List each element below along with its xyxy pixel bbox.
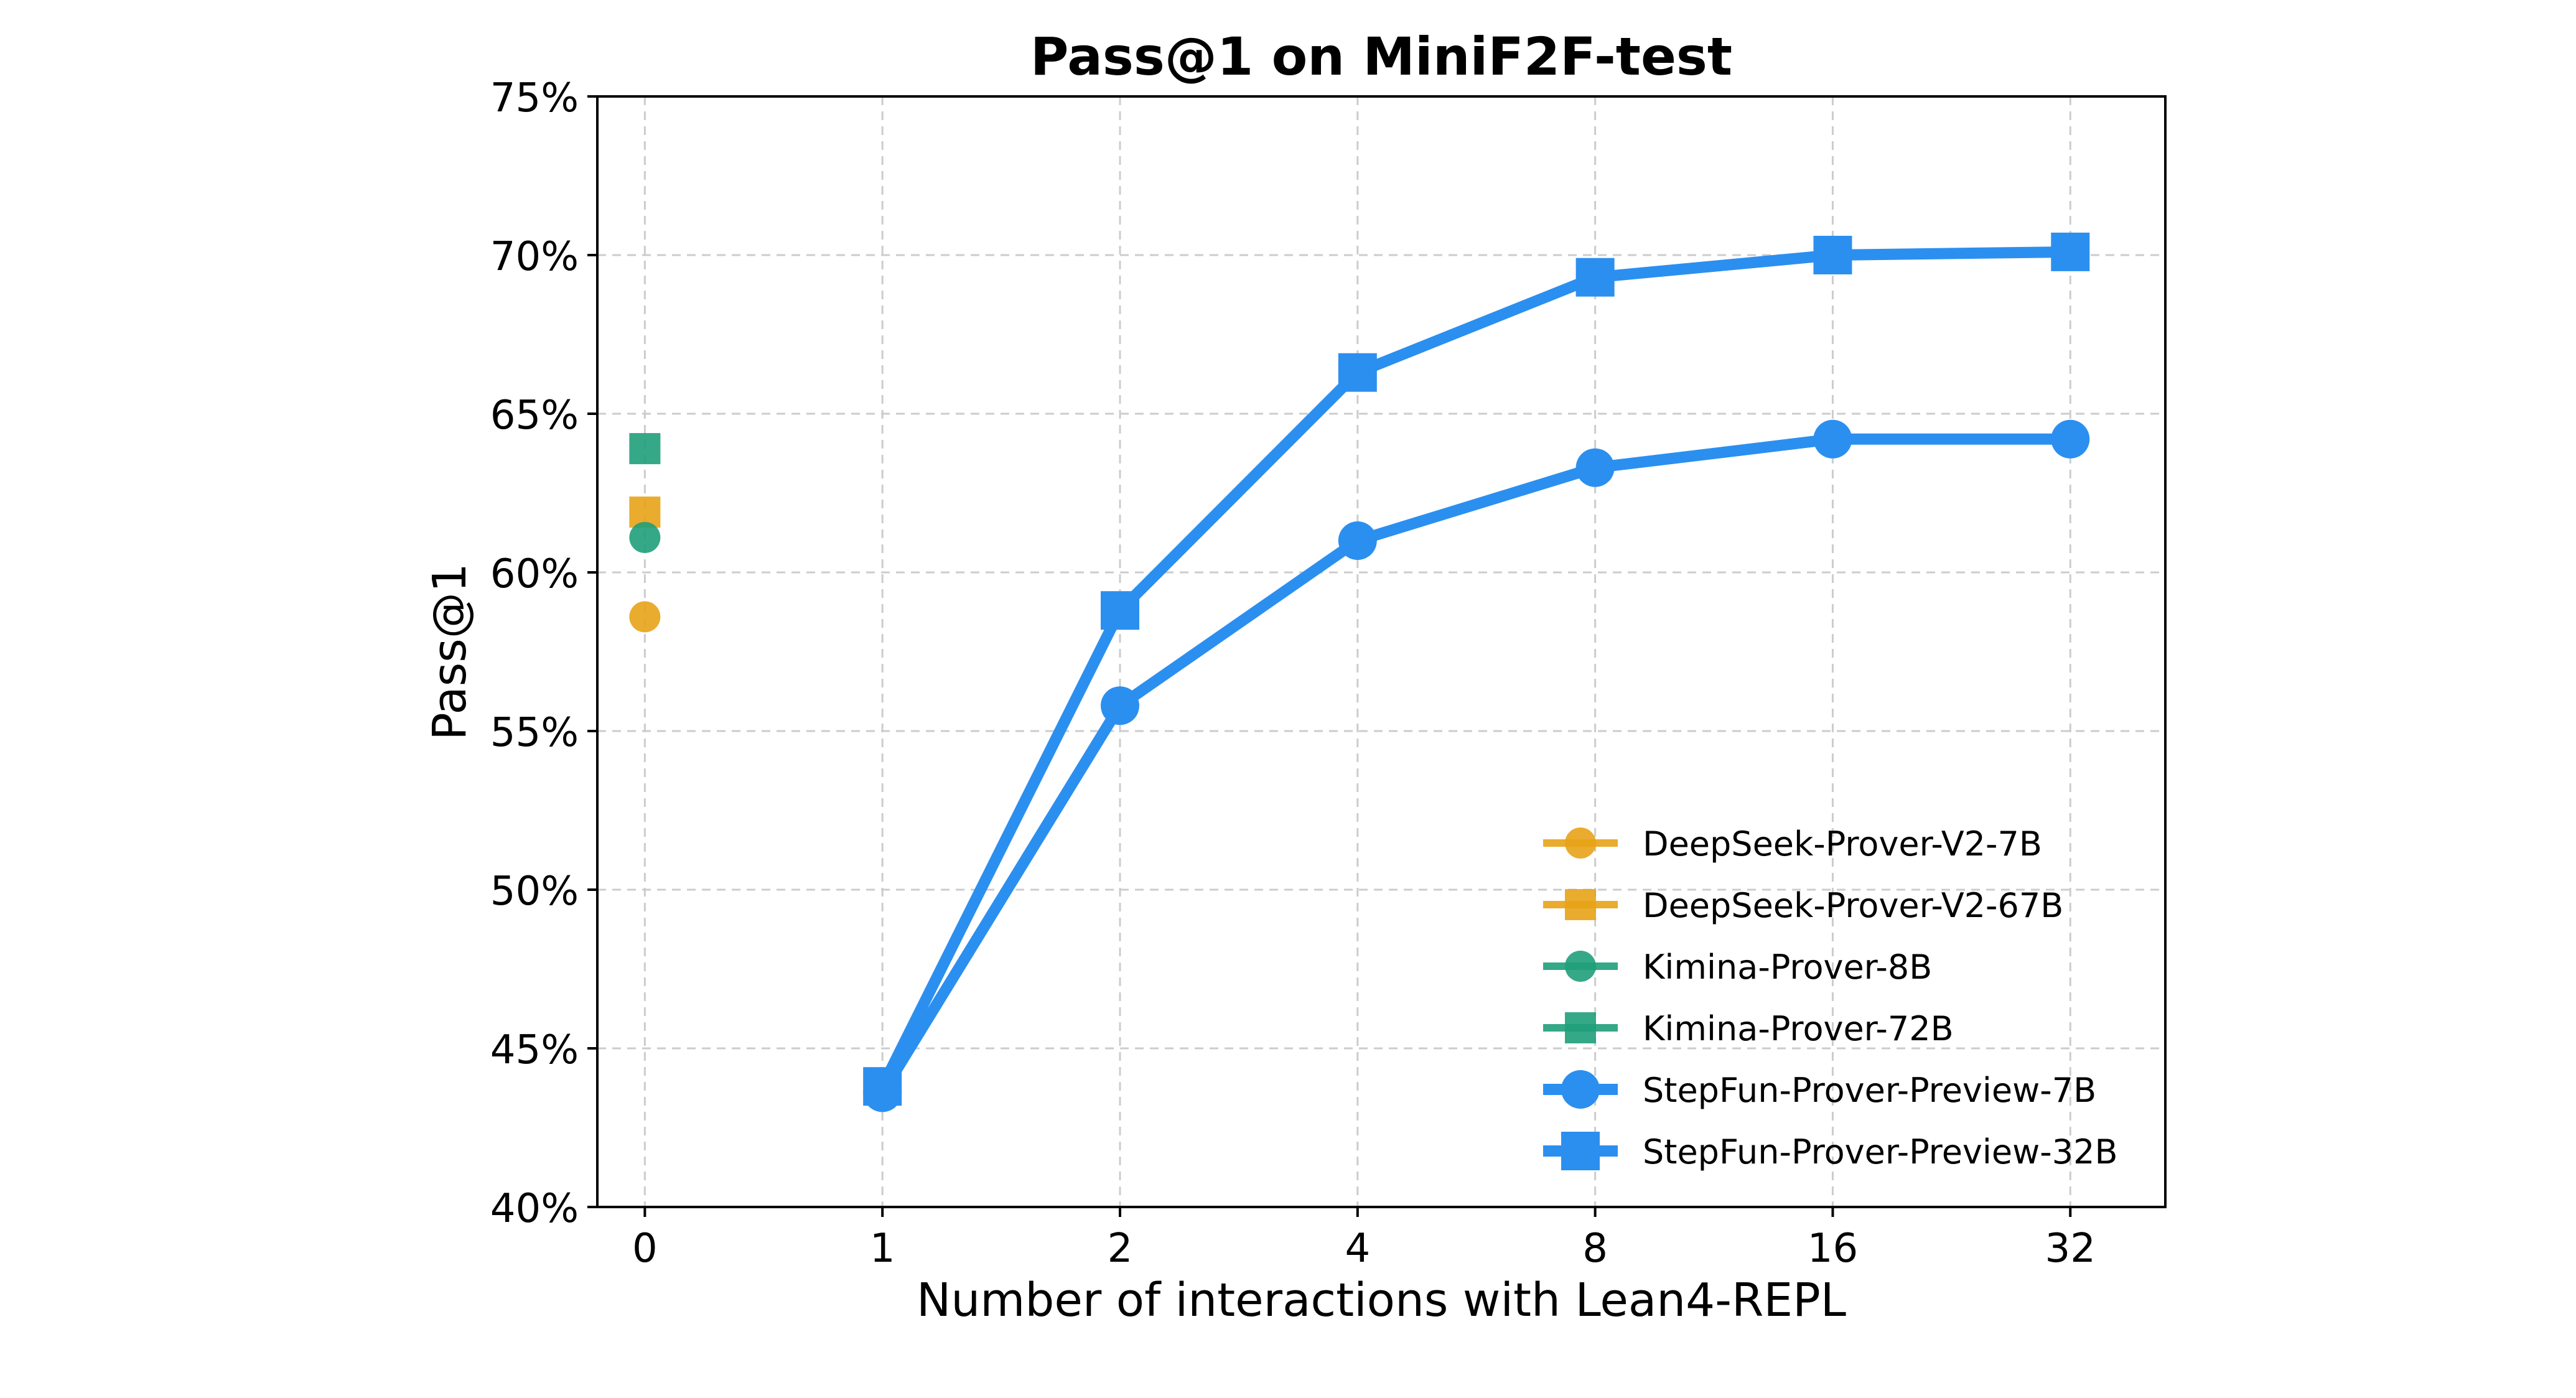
x-tick-label: 2 [1108, 1226, 1133, 1272]
axis-ticks: 40% 45% 50% 55% 60% 65% 70% 75% 0 1 2 4 8 16 32 [490, 75, 2096, 1272]
x-tick-label: 16 [1808, 1226, 1858, 1272]
legend-label: StepFun-Prover-Preview-7B [1643, 1071, 2096, 1110]
x-tick-label: 32 [2045, 1226, 2096, 1272]
legend-marker [1565, 1012, 1596, 1043]
plot-frame [596, 95, 2167, 1208]
series-layer [629, 232, 2090, 1112]
legend-marker [1565, 951, 1596, 982]
legend-label: Kimina-Prover-72B [1643, 1009, 1954, 1048]
data-point [1338, 521, 1377, 560]
data-point [1813, 236, 1852, 274]
series-DeepSeek-Prover-V2-7B [629, 601, 661, 633]
y-axis-label: Pass@1 [423, 563, 477, 740]
legend-item: DeepSeek-Prover-V2-7B [1543, 824, 2042, 864]
data-point [629, 433, 661, 465]
grid [597, 95, 2165, 1208]
x-tick-label: 0 [632, 1226, 658, 1272]
data-point [2051, 419, 2090, 459]
series-Kimina-Prover-72B [629, 433, 661, 465]
data-point [1575, 258, 1615, 297]
legend-marker [1561, 1070, 1600, 1109]
legend-item: Kimina-Prover-8B [1543, 948, 1932, 987]
legend-marker [1561, 1132, 1600, 1170]
y-tick-label: 75% [490, 75, 579, 121]
legend-item: DeepSeek-Prover-V2-67B [1543, 886, 2063, 925]
legend-item: Kimina-Prover-72B [1543, 1009, 1954, 1048]
data-point [629, 521, 661, 553]
data-point [1101, 591, 1139, 630]
legend-marker [1565, 889, 1596, 920]
legend: DeepSeek-Prover-V2-7B DeepSeek-Prover-V2-… [1543, 824, 2118, 1172]
series-StepFun-Prover-Preview-32B [863, 232, 2090, 1106]
legend-label: DeepSeek-Prover-V2-7B [1643, 824, 2042, 864]
y-tick-label: 70% [490, 234, 579, 280]
y-tick-label: 60% [490, 551, 579, 597]
y-tick-label: 40% [490, 1186, 579, 1232]
data-point [1813, 419, 1852, 459]
legend-label: DeepSeek-Prover-V2-67B [1643, 886, 2063, 925]
x-axis-label: Number of interactions with Lean4-REPL [917, 1274, 1846, 1327]
chart-title: Pass@1 on MiniF2F-test [1030, 26, 1732, 87]
series-Kimina-Prover-8B [629, 521, 661, 553]
data-point [1101, 686, 1139, 725]
y-tick-label: 45% [490, 1027, 579, 1073]
legend-item: StepFun-Prover-Preview-7B [1543, 1070, 2096, 1110]
x-tick-label: 1 [870, 1226, 895, 1272]
legend-label: StepFun-Prover-Preview-32B [1643, 1132, 2118, 1172]
series-line [877, 433, 2076, 1099]
data-point [1338, 353, 1377, 392]
x-tick-label: 8 [1582, 1226, 1608, 1272]
legend-label: Kimina-Prover-8B [1643, 948, 1932, 987]
x-tick-label: 4 [1345, 1226, 1370, 1272]
data-point [2051, 232, 2090, 271]
data-point [1575, 448, 1615, 487]
legend-item: StepFun-Prover-Preview-32B [1543, 1132, 2118, 1172]
legend-marker [1565, 827, 1596, 859]
data-point [629, 601, 661, 633]
y-tick-label: 65% [490, 393, 579, 439]
data-point [863, 1067, 902, 1106]
series-line [877, 246, 2076, 1093]
y-tick-label: 50% [490, 869, 579, 915]
y-tick-label: 55% [490, 710, 579, 756]
